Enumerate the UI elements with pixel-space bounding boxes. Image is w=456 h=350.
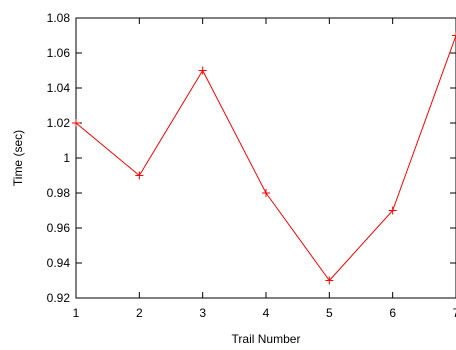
y-tick-label: 0.92 — [47, 291, 71, 305]
series-line — [75, 35, 456, 281]
data-point-marker — [72, 119, 80, 127]
x-tick-label: 3 — [199, 306, 206, 320]
axis-ticks: 1 2 3 4 5 6 7 0.92 0.94 0.96 0.98 1 1.02 1.04 1.06 1.08 — [47, 11, 456, 320]
y-tick-label: 0.98 — [47, 186, 71, 200]
plot-area-frame — [75, 17, 456, 299]
y-tick-label: 1.04 — [47, 81, 71, 95]
y-tick-label: 1.08 — [47, 11, 71, 25]
x-tick-label: 1 — [73, 306, 80, 320]
data-point-marker — [325, 276, 334, 285]
y-tick-label: 1.06 — [47, 46, 71, 60]
series-layer — [72, 31, 456, 285]
x-tick-label: 6 — [389, 306, 396, 320]
x-tick-label: 5 — [326, 306, 333, 320]
y-axis-title: Time (sec) — [11, 130, 25, 186]
y-tick-label: 1.02 — [47, 116, 71, 130]
y-tick-label: 1 — [63, 151, 70, 165]
data-point-marker — [452, 31, 456, 40]
y-tick-label: 0.94 — [47, 256, 71, 270]
x-tick-label: 7 — [453, 306, 456, 320]
data-point-marker — [388, 206, 397, 215]
x-tick-label: 4 — [263, 306, 270, 320]
x-tick-label: 2 — [136, 306, 143, 320]
data-point-marker — [262, 189, 270, 197]
data-point-marker — [135, 171, 144, 180]
y-tick-label: 0.96 — [47, 221, 71, 235]
data-point-marker — [198, 66, 207, 75]
x-axis-title: Trail Number — [232, 332, 301, 346]
